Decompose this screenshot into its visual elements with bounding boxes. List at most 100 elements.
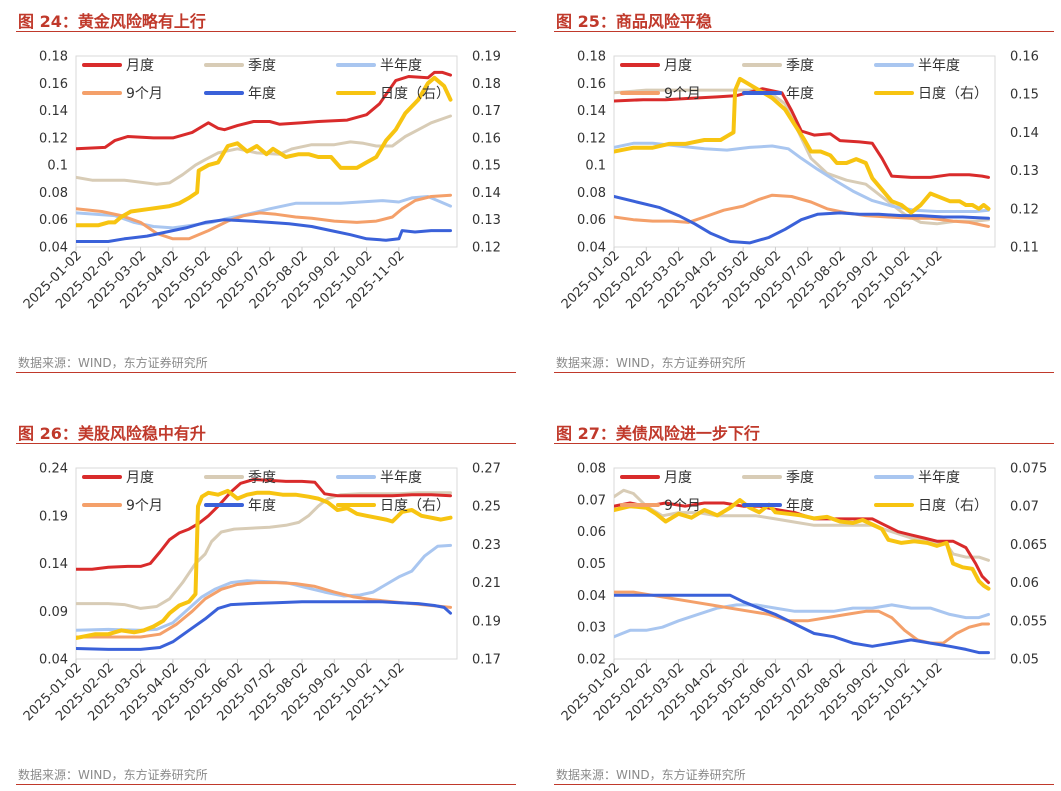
series-line-quarterly bbox=[614, 88, 990, 226]
panel-title: 图 26：美股风险稳中有升 bbox=[18, 424, 206, 443]
legend-label-ninemonth: 9个月 bbox=[664, 86, 701, 102]
legend-label-yearly: 年度 bbox=[786, 498, 814, 514]
title-rule bbox=[16, 31, 516, 32]
legend-label-daily: 日度（右） bbox=[918, 498, 988, 514]
right-tick-label: 0.15 bbox=[1010, 88, 1039, 103]
line-chart: 0.02 0.03 0.04 0.05 0.06 0.07 0.08 0.05 0.055 0.0… bbox=[559, 462, 1047, 725]
series-line-ninemonth bbox=[614, 590, 990, 645]
right-tick-label: 0.21 bbox=[472, 576, 501, 591]
left-tick-label: 0.04 bbox=[39, 653, 68, 668]
footer-rule bbox=[16, 784, 516, 785]
chart-area: 0.04 0.09 0.14 0.19 0.24 0.17 0.19 0.21 0.23 0.25… bbox=[16, 448, 516, 760]
left-tick-label: 0.16 bbox=[39, 77, 68, 92]
legend-label-daily: 日度（右） bbox=[380, 86, 450, 102]
left-tick-label: 0.19 bbox=[39, 509, 68, 524]
plot-frame bbox=[613, 467, 996, 660]
legend-label-yearly: 年度 bbox=[786, 86, 814, 102]
legend-label-halfyear: 半年度 bbox=[380, 58, 422, 74]
left-tick-label: 0.14 bbox=[39, 104, 68, 119]
right-tick-label: 0.17 bbox=[472, 653, 501, 668]
series-line-yearly bbox=[76, 600, 452, 651]
series-group bbox=[614, 76, 991, 245]
legend-label-quarterly: 季度 bbox=[248, 58, 276, 74]
right-tick-label: 0.11 bbox=[1010, 241, 1039, 256]
left-tick-label: 0.06 bbox=[39, 213, 68, 228]
right-tick-label: 0.18 bbox=[472, 77, 501, 92]
legend-label-quarterly: 季度 bbox=[786, 470, 814, 486]
line-chart: 0.04 0.06 0.08 0.1 0.12 0.14 0.16 0.18 0.11 0.12 0… bbox=[559, 50, 1039, 313]
series-line-monthly bbox=[76, 70, 452, 151]
left-tick-label: 0.18 bbox=[577, 50, 606, 65]
series-line-daily bbox=[614, 76, 991, 215]
series-line-halfyear bbox=[76, 543, 452, 632]
legend-label-halfyear: 半年度 bbox=[918, 470, 960, 486]
plot-frame bbox=[75, 55, 458, 248]
right-tick-label: 0.06 bbox=[1010, 576, 1039, 591]
legend-label-ninemonth: 9个月 bbox=[126, 86, 163, 102]
line-chart: 0.04 0.06 0.08 0.1 0.12 0.14 0.16 0.18 0.12 0.13 0… bbox=[21, 50, 501, 313]
right-tick-label: 0.14 bbox=[472, 186, 501, 201]
source-note: 数据来源：WIND，东方证券研究所 bbox=[556, 356, 746, 370]
series-group bbox=[76, 478, 453, 651]
panel-title: 图 25：商品风险平稳 bbox=[556, 12, 712, 31]
source-note: 数据来源：WIND，东方证券研究所 bbox=[556, 768, 746, 782]
right-tick-label: 0.16 bbox=[1010, 50, 1039, 65]
left-tick-label: 0.14 bbox=[39, 557, 68, 572]
left-tick-label: 0.07 bbox=[577, 493, 606, 508]
series-line-halfyear bbox=[614, 603, 990, 639]
right-tick-label: 0.12 bbox=[1010, 202, 1039, 217]
series-line-daily bbox=[76, 488, 453, 640]
series-line-monthly bbox=[76, 478, 452, 571]
legend-label-yearly: 年度 bbox=[248, 86, 276, 102]
series-line-ninemonth bbox=[76, 193, 452, 241]
left-tick-label: 0.12 bbox=[39, 131, 68, 146]
chart-area: 0.04 0.06 0.08 0.1 0.12 0.14 0.16 0.18 0.11 0.12 0… bbox=[554, 36, 1054, 348]
legend-label-monthly: 月度 bbox=[126, 58, 154, 74]
right-tick-label: 0.19 bbox=[472, 614, 501, 629]
chart-area: 0.04 0.06 0.08 0.1 0.12 0.14 0.16 0.18 0.12 0.13 0… bbox=[16, 36, 516, 348]
right-tick-label: 0.15 bbox=[472, 159, 501, 174]
plot-frame bbox=[75, 467, 458, 660]
title-rule bbox=[16, 443, 516, 444]
legend-label-quarterly: 季度 bbox=[786, 58, 814, 74]
left-tick-label: 0.04 bbox=[39, 241, 68, 256]
left-tick-label: 0.04 bbox=[577, 241, 606, 256]
right-tick-label: 0.07 bbox=[1010, 500, 1039, 515]
series-line-yearly bbox=[76, 218, 452, 243]
right-tick-label: 0.12 bbox=[472, 241, 501, 256]
panel-us-equity-risk: 图 26：美股风险稳中有升 0.04 0.09 0.14 0.19 0.24 0.17 0.… bbox=[16, 416, 516, 791]
panel-us-treasury-risk: 图 27：美债风险进一步下行 0.02 0.03 0.04 0.05 0.06 0.07 0… bbox=[554, 416, 1054, 791]
right-tick-label: 0.17 bbox=[472, 104, 501, 119]
series-line-ninemonth bbox=[614, 193, 990, 228]
title-rule bbox=[554, 443, 1054, 444]
panel-title: 图 27：美债风险进一步下行 bbox=[556, 424, 760, 443]
legend-label-monthly: 月度 bbox=[664, 470, 692, 486]
right-tick-label: 0.23 bbox=[472, 538, 501, 553]
right-tick-label: 0.13 bbox=[1010, 164, 1039, 179]
left-tick-label: 0.12 bbox=[577, 131, 606, 146]
legend-label-halfyear: 半年度 bbox=[380, 470, 422, 486]
right-tick-label: 0.16 bbox=[472, 131, 501, 146]
right-tick-label: 0.05 bbox=[1010, 653, 1039, 668]
right-tick-label: 0.13 bbox=[472, 213, 501, 228]
series-group bbox=[76, 70, 453, 243]
right-tick-label: 0.27 bbox=[472, 462, 501, 477]
right-tick-label: 0.055 bbox=[1010, 614, 1047, 629]
right-tick-label: 0.19 bbox=[472, 50, 501, 65]
legend-label-daily: 日度（右） bbox=[918, 86, 988, 102]
series-line-daily bbox=[614, 498, 991, 591]
legend-label-quarterly: 季度 bbox=[248, 470, 276, 486]
footer-rule bbox=[554, 372, 1054, 373]
left-tick-label: 0.24 bbox=[39, 462, 68, 477]
chart-area: 0.02 0.03 0.04 0.05 0.06 0.07 0.08 0.05 0.055 0.0… bbox=[554, 448, 1054, 760]
legend-label-ninemonth: 9个月 bbox=[664, 498, 701, 514]
series-line-yearly bbox=[614, 195, 990, 245]
left-tick-label: 0.1 bbox=[47, 159, 68, 174]
source-note: 数据来源：WIND，东方证券研究所 bbox=[18, 356, 208, 370]
left-tick-label: 0.05 bbox=[577, 557, 606, 572]
left-tick-label: 0.06 bbox=[577, 213, 606, 228]
legend-label-monthly: 月度 bbox=[126, 470, 154, 486]
left-tick-label: 0.03 bbox=[577, 621, 606, 636]
legend-label-monthly: 月度 bbox=[664, 58, 692, 74]
title-rule bbox=[554, 31, 1054, 32]
